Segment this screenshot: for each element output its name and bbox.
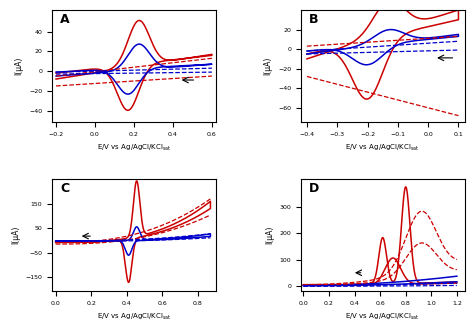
Y-axis label: I(μA): I(μA)	[265, 226, 274, 244]
Y-axis label: I(μA): I(μA)	[15, 57, 24, 75]
X-axis label: E/V vs Ag/AgCl/KCl$_{\rm sat}$: E/V vs Ag/AgCl/KCl$_{\rm sat}$	[346, 311, 420, 322]
Text: D: D	[309, 182, 319, 195]
Y-axis label: I(μA): I(μA)	[11, 226, 20, 244]
X-axis label: E/V vs Ag/AgCl/KCl$_{\rm sat}$: E/V vs Ag/AgCl/KCl$_{\rm sat}$	[346, 143, 420, 153]
Text: B: B	[309, 14, 319, 26]
X-axis label: E/V vs Ag/AgCl/KCl$_{\rm sat}$: E/V vs Ag/AgCl/KCl$_{\rm sat}$	[97, 311, 171, 322]
X-axis label: E/V vs Ag/AgCl/KCl$_{\rm sat}$: E/V vs Ag/AgCl/KCl$_{\rm sat}$	[97, 143, 171, 153]
Text: C: C	[60, 182, 70, 195]
Text: A: A	[60, 14, 70, 26]
Y-axis label: I(μA): I(μA)	[264, 57, 273, 75]
